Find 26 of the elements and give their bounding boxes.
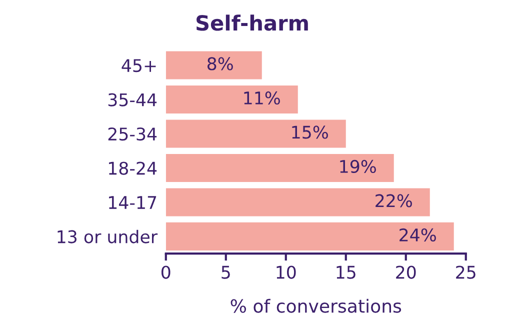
data-label: 11% bbox=[244, 91, 280, 105]
data-label: 24% bbox=[400, 228, 436, 242]
x-tick-label: 25 bbox=[456, 266, 476, 279]
chart-title: Self-harm bbox=[196, 14, 308, 31]
y-tick-label: 18-24 bbox=[109, 162, 157, 175]
y-tick-label: 13 or under bbox=[58, 230, 158, 244]
x-tick-label: 10 bbox=[276, 266, 296, 279]
x-axis-title: % of conversations bbox=[230, 298, 402, 313]
x-tick-label: 5 bbox=[222, 266, 230, 279]
y-tick-label: 14-17 bbox=[109, 196, 156, 209]
x-tick-label: 15 bbox=[336, 266, 356, 279]
bar bbox=[166, 120, 346, 148]
bar bbox=[166, 154, 394, 182]
x-tick-label: 0 bbox=[162, 266, 170, 279]
y-tick-label: 25-34 bbox=[108, 127, 157, 141]
data-label: 22% bbox=[376, 194, 412, 208]
y-tick-label: 35-44 bbox=[108, 93, 157, 106]
bar bbox=[166, 188, 430, 216]
bar bbox=[166, 51, 262, 80]
data-label: 19% bbox=[340, 160, 376, 174]
y-tick-label: 45+ bbox=[122, 59, 156, 72]
x-tick-label: 20 bbox=[396, 266, 416, 279]
data-label: 15% bbox=[292, 126, 328, 139]
bar bbox=[166, 85, 298, 114]
data-label: 8% bbox=[208, 57, 233, 70]
bar bbox=[166, 222, 454, 251]
